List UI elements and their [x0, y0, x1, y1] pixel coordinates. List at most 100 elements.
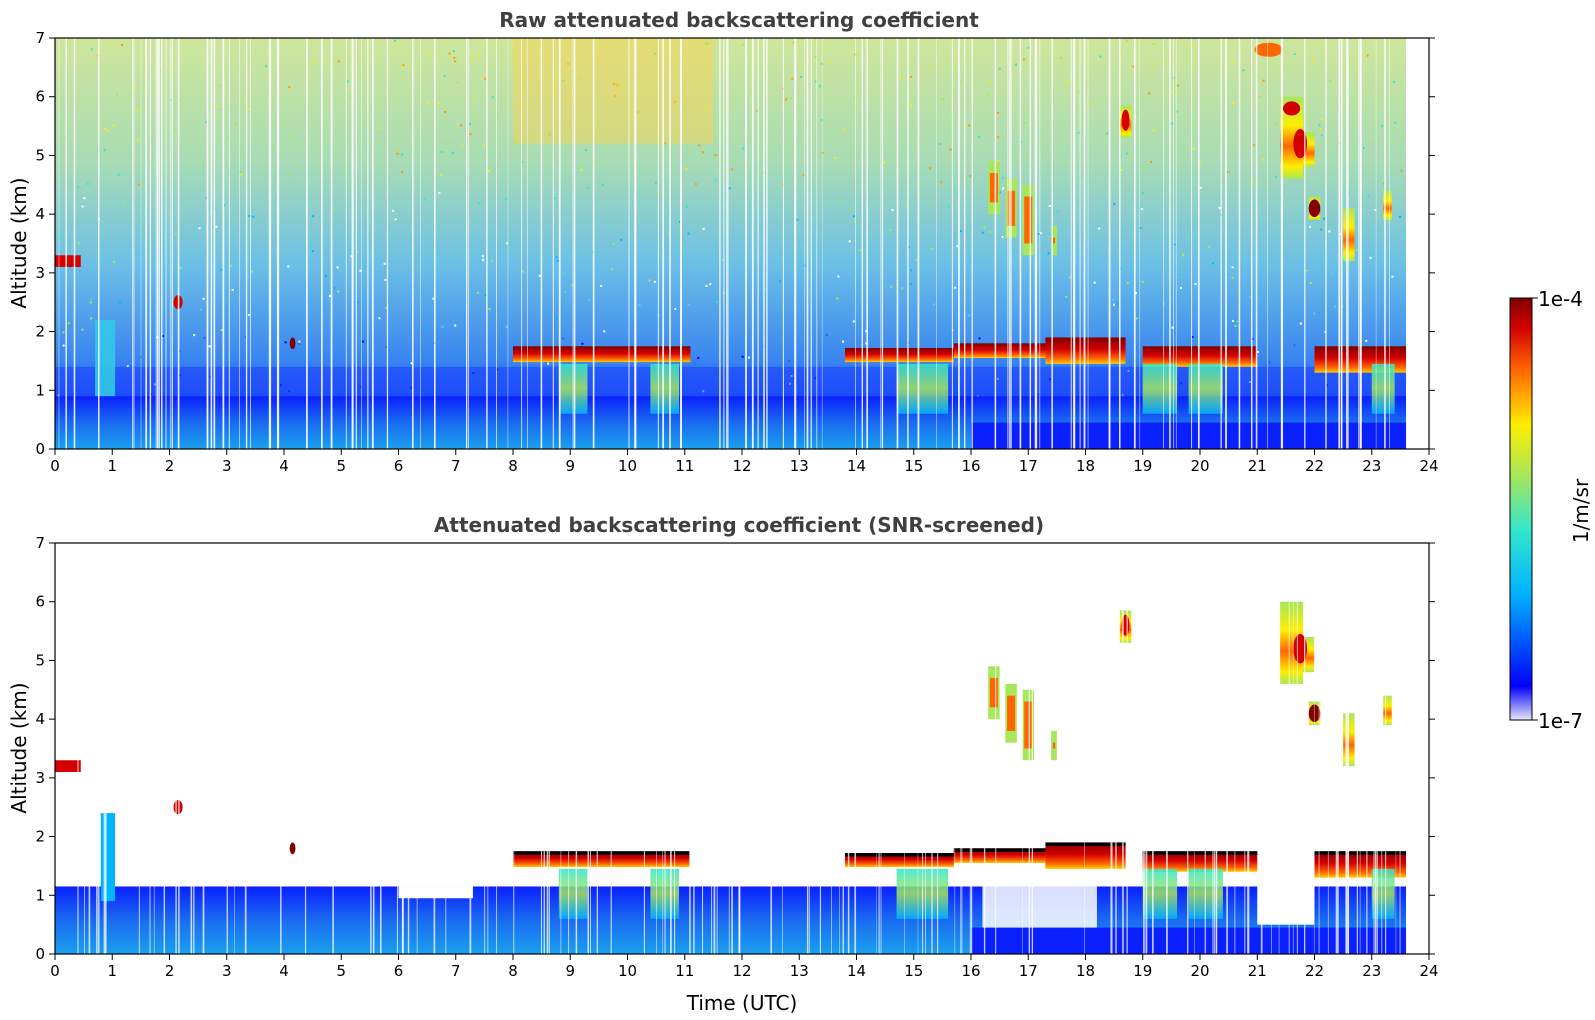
panel1-x-axis: 0 1 2 3 4 5 6 7 8 9 10 11 12 13 14 15 16 17 18 19 20 21 22 23 24	[50, 449, 1439, 475]
noise-speckle	[1098, 227, 1101, 230]
noise-speckle	[825, 333, 828, 336]
noise-speckle	[785, 98, 788, 101]
noise-speckle	[1161, 322, 1164, 325]
noise-speckle	[687, 303, 690, 306]
panel2-y-label: Altitude (km)	[7, 682, 31, 813]
noise-speckle	[429, 52, 432, 55]
x-tick-label: 10	[618, 457, 637, 475]
x-tick-label: 14	[847, 962, 866, 980]
x-tick-label: 12	[732, 962, 751, 980]
noise-speckle	[103, 149, 106, 152]
noise-speckle	[178, 350, 181, 353]
noise-speckle	[1102, 275, 1105, 278]
noise-speckle	[941, 97, 944, 100]
noise-speckle	[1218, 207, 1221, 210]
panel2-y-axis: 0 1 2 3 4 5 6 7	[35, 534, 1435, 963]
noise-speckle	[78, 242, 81, 245]
noise-speckle	[1182, 254, 1185, 257]
noise-speckle	[704, 42, 707, 45]
noise-speckle	[1191, 335, 1194, 338]
noise-speckle	[854, 278, 857, 281]
noise-speckle	[548, 133, 551, 136]
noise-speckle	[506, 242, 509, 245]
noise-speckle	[793, 41, 796, 44]
precipitation-streak	[1188, 363, 1223, 414]
noise-speckle	[336, 266, 339, 269]
noise-speckle	[612, 242, 615, 245]
noise-speckle	[449, 256, 452, 259]
noise-speckle	[90, 298, 93, 301]
noise-speckle	[1231, 276, 1234, 279]
x-tick-label: 12	[732, 457, 751, 475]
noise-speckle	[1318, 124, 1321, 127]
noise-speckle	[454, 60, 457, 63]
noise-speckle	[661, 329, 664, 332]
noise-speckle	[929, 167, 932, 170]
noise-speckle	[1025, 158, 1028, 161]
noise-speckle	[460, 124, 463, 127]
noise-speckle	[1087, 102, 1090, 105]
noise-speckle	[1249, 296, 1252, 299]
noise-speckle	[410, 362, 413, 365]
noise-speckle	[1391, 275, 1394, 278]
noise-speckle	[250, 270, 253, 273]
noise-speckle	[663, 142, 666, 145]
y-tick-label: 6	[35, 88, 45, 106]
noise-speckle	[853, 221, 856, 224]
fall-streak-core	[1007, 695, 1016, 731]
y-tick-label: 7	[35, 534, 45, 552]
noise-speckle	[939, 181, 942, 184]
noise-speckle	[1069, 276, 1072, 279]
noise-speckle	[514, 140, 517, 143]
noise-speckle	[1262, 79, 1265, 82]
noise-speckle	[288, 174, 291, 177]
noise-speckle	[284, 341, 287, 344]
noise-speckle	[521, 161, 524, 164]
noise-speckle	[194, 234, 197, 237]
noise-speckle	[909, 75, 912, 78]
noise-speckle	[444, 111, 447, 114]
noise-speckle	[556, 318, 559, 321]
noise-speckle	[1199, 186, 1202, 189]
noise-speckle	[470, 59, 473, 62]
noise-speckle	[1393, 80, 1396, 83]
noise-speckle	[620, 238, 623, 241]
noise-speckle	[423, 198, 426, 201]
x-tick-label: 6	[394, 457, 404, 475]
noise-speckle	[1328, 230, 1331, 233]
noise-speckle	[686, 205, 689, 208]
noise-speckle	[324, 274, 327, 277]
noise-speckle	[938, 143, 941, 146]
noise-speckle	[448, 52, 451, 55]
noise-speckle	[854, 53, 857, 56]
noise-speckle	[842, 340, 845, 343]
noise-speckle	[836, 297, 839, 300]
noise-speckle	[648, 279, 651, 282]
noise-speckle	[178, 99, 181, 102]
noise-speckle	[1305, 269, 1308, 272]
noise-speckle	[169, 99, 172, 102]
noise-speckle	[157, 86, 160, 89]
noise-speckle	[1111, 298, 1114, 301]
noise-speckle	[119, 301, 122, 304]
noise-speckle	[988, 80, 991, 83]
noise-speckle	[1065, 296, 1068, 299]
noise-speckle	[1320, 228, 1323, 231]
noise-speckle	[1077, 131, 1080, 134]
noise-speckle	[116, 94, 119, 97]
x-tick-label: 5	[336, 962, 346, 980]
noise-speckle	[122, 201, 125, 204]
noise-speckle	[854, 95, 857, 98]
noise-speckle	[394, 218, 397, 221]
noise-speckle	[1176, 110, 1179, 113]
noise-speckle	[337, 60, 340, 63]
noise-speckle	[764, 288, 767, 291]
noise-speckle	[402, 64, 405, 67]
noise-speckle	[208, 345, 211, 348]
fall-streak-core	[989, 678, 998, 708]
noise-speckle	[488, 167, 491, 170]
noise-speckle	[438, 101, 441, 104]
noise-speckle	[384, 278, 387, 281]
noise-speckle	[1116, 302, 1119, 305]
noise-speckle	[1001, 176, 1004, 179]
